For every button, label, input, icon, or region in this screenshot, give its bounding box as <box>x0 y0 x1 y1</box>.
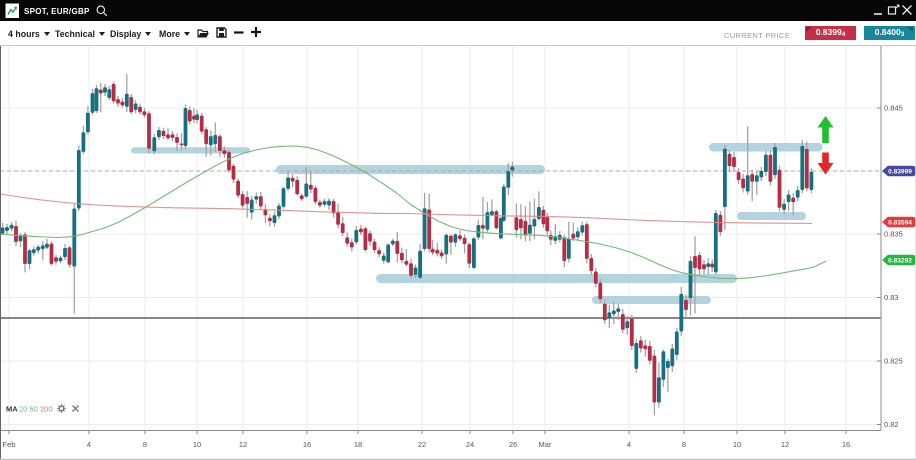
svg-text:12: 12 <box>781 440 789 449</box>
svg-text:200: 200 <box>40 405 53 414</box>
svg-text:16: 16 <box>842 440 850 449</box>
svg-text:10: 10 <box>193 440 201 449</box>
svg-text:0.83999: 0.83999 <box>888 168 912 175</box>
svg-text:Feb: Feb <box>3 440 16 449</box>
svg-text:MA: MA <box>6 405 18 414</box>
svg-text:24: 24 <box>466 440 474 449</box>
svg-text:22: 22 <box>418 440 426 449</box>
svg-text:Mar: Mar <box>539 440 552 449</box>
svg-text:16: 16 <box>303 440 311 449</box>
svg-text:4: 4 <box>87 440 91 449</box>
svg-text:0.83292: 0.83292 <box>888 257 912 264</box>
svg-text:0.82: 0.82 <box>884 420 899 429</box>
svg-text:10: 10 <box>733 440 741 449</box>
svg-text:0.835: 0.835 <box>884 230 903 239</box>
svg-text:26: 26 <box>509 440 517 449</box>
svg-text:8: 8 <box>682 440 686 449</box>
svg-text:18: 18 <box>354 440 362 449</box>
svg-text:50: 50 <box>30 405 38 414</box>
svg-text:0.83594: 0.83594 <box>888 219 912 226</box>
svg-text:20: 20 <box>19 405 27 414</box>
svg-text:0.825: 0.825 <box>884 357 903 366</box>
svg-text:4: 4 <box>627 440 631 449</box>
svg-text:0.845: 0.845 <box>884 104 903 113</box>
svg-text:12: 12 <box>239 440 247 449</box>
svg-text:8: 8 <box>143 440 147 449</box>
svg-text:0.83: 0.83 <box>884 293 899 302</box>
